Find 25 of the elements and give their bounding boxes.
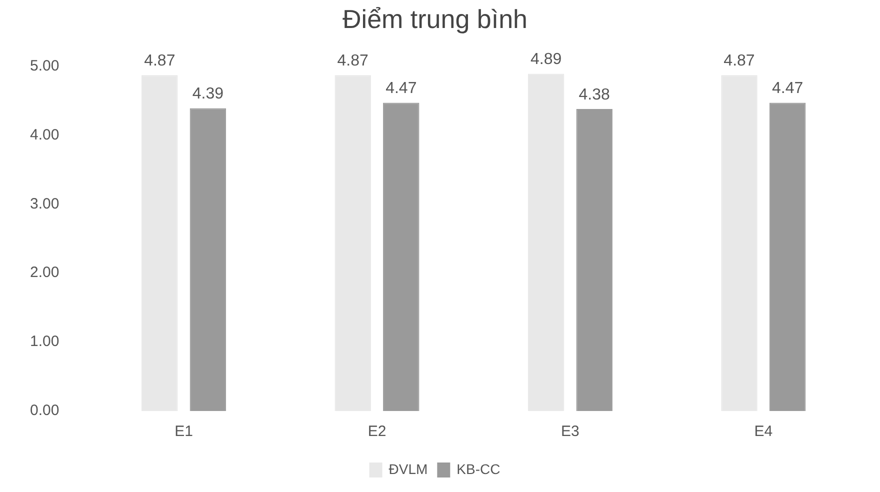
y-tick-label: 0.00 — [30, 402, 60, 420]
data-label: 4.39 — [192, 86, 224, 103]
data-label: 4.87 — [337, 52, 369, 70]
y-tick-label: 1.00 — [30, 333, 60, 350]
data-label: 4.87 — [144, 52, 176, 70]
data-label: 4.87 — [724, 52, 755, 70]
y-tick-label: 4.00 — [30, 126, 60, 144]
bar — [383, 102, 420, 411]
x-tick-label: E3 — [561, 423, 580, 440]
y-tick-label: 2.00 — [30, 264, 60, 282]
data-label: 4.47 — [772, 80, 804, 98]
y-tick-label: 5.00 — [30, 57, 60, 74]
chart-title: Điểm trung bình — [342, 4, 528, 34]
y-tick-label: 3.00 — [30, 195, 60, 212]
bar — [769, 102, 806, 411]
data-label: 4.38 — [578, 86, 610, 104]
x-tick-label: E4 — [754, 423, 773, 440]
x-tick-label: E1 — [174, 423, 193, 440]
legend-label: ĐVLM — [388, 460, 428, 477]
bar — [576, 108, 612, 411]
legend-label: KB-CC — [456, 460, 500, 477]
data-label: 4.89 — [530, 51, 562, 68]
bar — [190, 108, 226, 411]
data-label: 4.47 — [386, 80, 417, 98]
x-tick-label: E2 — [368, 423, 386, 440]
